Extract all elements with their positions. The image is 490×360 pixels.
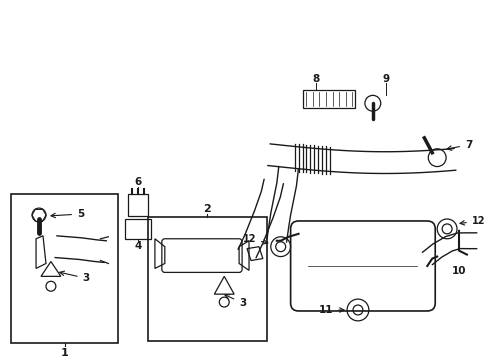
Bar xyxy=(125,219,151,239)
Text: 12: 12 xyxy=(460,216,486,226)
Text: 4: 4 xyxy=(134,241,142,251)
Text: 7: 7 xyxy=(447,140,472,150)
Text: 5: 5 xyxy=(51,209,84,219)
Text: 6: 6 xyxy=(134,177,142,188)
Text: 3: 3 xyxy=(225,295,246,308)
Text: 2: 2 xyxy=(203,204,211,214)
Text: 1: 1 xyxy=(61,347,69,357)
Text: 9: 9 xyxy=(382,73,389,84)
Bar xyxy=(11,194,118,343)
Text: 8: 8 xyxy=(313,73,320,84)
Bar xyxy=(303,90,355,108)
Bar xyxy=(148,217,267,341)
Bar xyxy=(128,194,148,216)
Text: 12: 12 xyxy=(243,234,268,244)
Text: 10: 10 xyxy=(452,266,466,276)
Text: 11: 11 xyxy=(318,305,344,315)
Text: 3: 3 xyxy=(60,271,90,283)
